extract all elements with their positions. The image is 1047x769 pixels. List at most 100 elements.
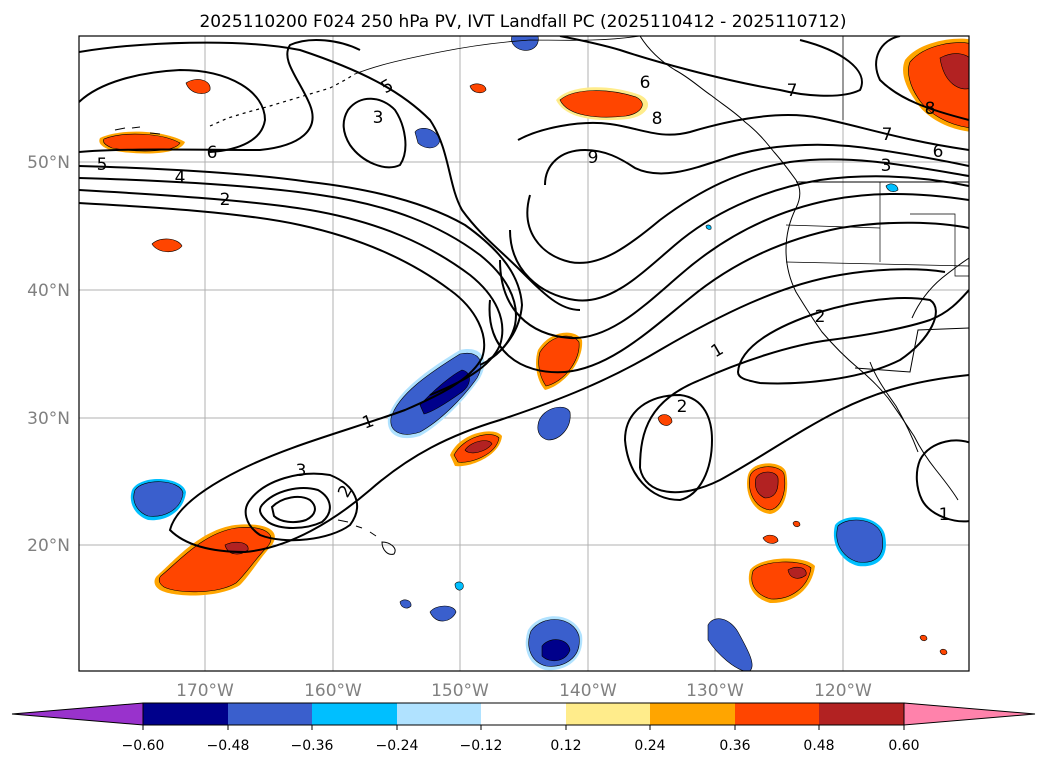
contour-line-4 — [79, 165, 524, 361]
blob-alaska-gulf — [556, 87, 649, 121]
contour-subtropic-inner — [244, 472, 359, 542]
contours — [79, 36, 969, 554]
lat-labels: 50°N 40°N 30°N 20°N — [27, 153, 70, 556]
border-state-4 — [910, 213, 969, 277]
colorbar-tick-label: −0.36 — [291, 738, 334, 754]
colorbar-bin — [312, 703, 397, 725]
colorbar-frame — [142, 702, 905, 726]
contour-northeast-2 — [875, 36, 969, 121]
blob-small-south-1 — [429, 605, 457, 622]
contour-line-5 — [79, 39, 361, 153]
contour-line-2 — [79, 189, 504, 396]
positive-anomalies — [99, 38, 969, 656]
colorbar-tick-label: 0.36 — [719, 738, 750, 754]
contour-subtropic-inner-3 — [270, 495, 316, 524]
lat-label-30: 30°N — [27, 409, 70, 429]
blob-small-south-2 — [399, 599, 412, 609]
contour-label: 6 — [933, 142, 944, 162]
contour-east-outer — [639, 289, 969, 469]
map-layers: 5 3 6 7 8 6 4 2 9 8 7 6 3 1 2 1 3 2 2 1 … — [79, 36, 969, 671]
contour-line-7 — [79, 41, 581, 311]
blob-south-hawaii-north — [450, 431, 502, 467]
coast-aleutians — [209, 73, 356, 127]
colorbar-tick-label: 0.12 — [550, 738, 581, 754]
colorbar-bin — [735, 703, 819, 725]
contour-subtropic-inner-2 — [259, 487, 331, 529]
blob-small-3 — [469, 83, 487, 94]
contour-label: 2 — [815, 307, 826, 327]
contour-label: 3 — [296, 461, 307, 481]
blob-small-4 — [657, 414, 673, 426]
contour-label: 5 — [97, 155, 108, 175]
figure-title: 2025110200 F024 250 hPa PV, IVT Landfall… — [199, 12, 846, 32]
colorbar-bin — [819, 703, 904, 725]
colorbar-tick-label: −0.60 — [122, 738, 165, 754]
contour-jet-north-2 — [544, 143, 969, 186]
contour-label: 2 — [677, 397, 688, 417]
contour-label: 3 — [881, 156, 892, 176]
contour-label: 7 — [882, 125, 893, 145]
lon-label-140: 140°W — [559, 681, 617, 701]
contour-jet-north-6 — [488, 221, 969, 374]
coast-baja — [869, 361, 919, 453]
blob-small-8 — [792, 520, 801, 528]
blob-northeast-corner — [903, 38, 969, 132]
lat-label-50: 50°N — [27, 153, 70, 173]
colorbar-tick-labels: −0.60 −0.48 −0.36 −0.24 −0.12 0.12 0.24 … — [122, 738, 920, 754]
border-state-1 — [785, 261, 969, 267]
blob-small-mid — [705, 224, 712, 230]
contour-label: 6 — [207, 143, 218, 163]
lon-label-130: 130°W — [686, 681, 744, 701]
contour-label: 4 — [175, 168, 186, 188]
blob-small-5 — [762, 534, 779, 544]
blob-small-7 — [939, 648, 948, 656]
lon-labels: 170°W 160°W 150°W 140°W 130°W 120°W — [176, 681, 872, 701]
blob-small-south-3 — [454, 581, 464, 591]
blob-small-coast — [885, 183, 899, 192]
lon-label-160: 160°W — [304, 681, 362, 701]
contour-east-loop — [736, 297, 937, 385]
blob-east-south — [748, 558, 815, 604]
colorbar-bin — [481, 703, 566, 725]
contour-jet-north-1 — [517, 114, 969, 151]
contour-line-3 — [79, 177, 517, 366]
coast-mexico-gulf — [911, 257, 969, 319]
blob-south-center — [525, 616, 583, 671]
colorbar-tick-label: 0.60 — [888, 738, 919, 754]
colorbar-bin — [566, 703, 650, 725]
contour-line-6 — [79, 68, 267, 153]
colorbar-bin — [397, 703, 481, 725]
contour-jet-north-5 — [499, 192, 969, 340]
blob-small-6 — [919, 634, 928, 642]
border-state-3 — [785, 224, 881, 229]
lon-label-170: 170°W — [176, 681, 234, 701]
lon-label-150: 150°W — [431, 681, 489, 701]
colorbar-ticks — [142, 725, 905, 730]
blob-subtropic-east — [537, 406, 571, 441]
contour-3-low — [342, 97, 407, 169]
contour-labels: 5 3 6 7 8 6 4 2 9 8 7 6 3 1 2 1 3 2 2 1 … — [97, 73, 950, 525]
colorbar-tick-label: 0.24 — [634, 738, 665, 754]
contour-label: 7 — [787, 81, 798, 101]
border-us-mexico — [854, 327, 969, 373]
colorbar-bin — [228, 703, 312, 725]
contour-northeast — [559, 36, 863, 97]
contour-label: 1 — [939, 505, 950, 525]
blob-aleutian-west — [99, 131, 185, 154]
contour-label: 6 — [640, 73, 651, 93]
colorbar: −0.60 −0.48 −0.36 −0.24 −0.12 0.12 0.24 … — [11, 702, 1036, 754]
coastlines — [114, 36, 969, 555]
blob-west-tropic — [130, 478, 186, 521]
colorbar-bin — [143, 703, 228, 725]
blob-small-2 — [151, 238, 183, 253]
colorbar-bin — [650, 703, 735, 725]
contour-se-circle — [915, 439, 969, 523]
colorbar-tick-label: −0.48 — [207, 738, 250, 754]
contour-label: 8 — [925, 99, 936, 119]
blob-tropic-east — [833, 517, 886, 567]
contour-label: 8 — [652, 109, 663, 129]
lat-label-20: 20°N — [27, 536, 70, 556]
colorbar-tick-label: −0.24 — [376, 738, 419, 754]
contour-jet-north-3 — [526, 158, 969, 264]
